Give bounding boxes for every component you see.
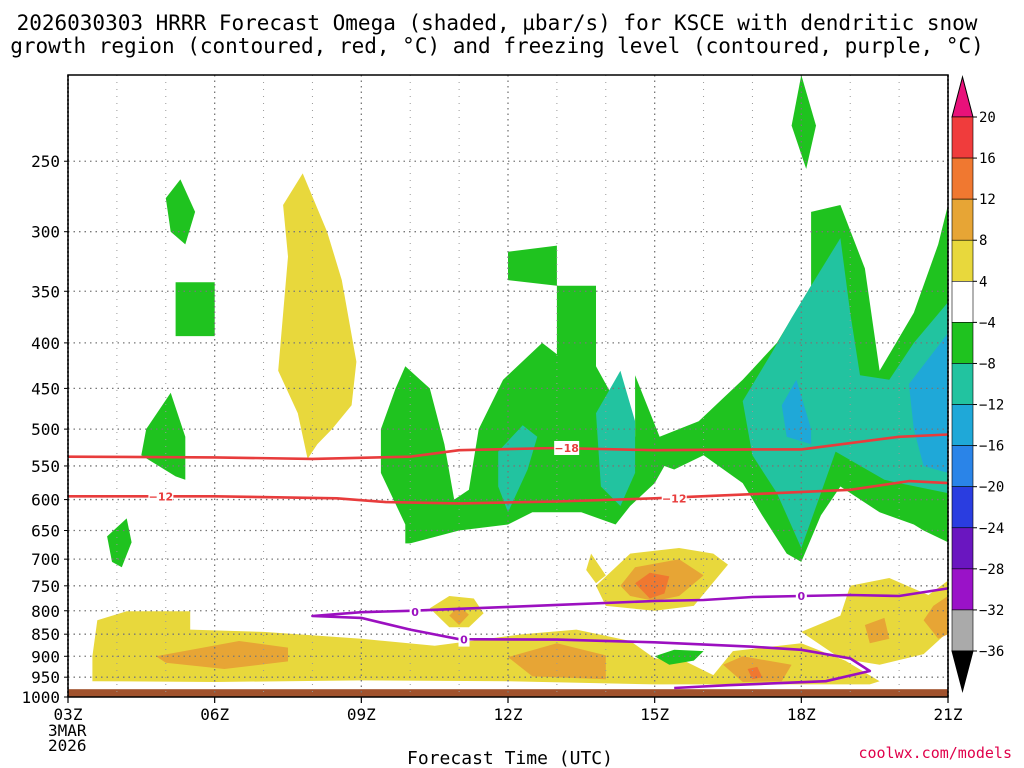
omega-region-19 bbox=[508, 245, 557, 286]
omega-region-18 bbox=[175, 282, 215, 337]
y-tick-label-500: 500 bbox=[31, 420, 60, 439]
colorbar-segment-3 bbox=[951, 239, 974, 282]
omega-region-27 bbox=[908, 333, 948, 473]
colorbar-segment-1 bbox=[951, 157, 974, 200]
colorbar-segment-6 bbox=[951, 363, 974, 405]
y-tick-label-700: 700 bbox=[31, 550, 60, 569]
omega-region-6 bbox=[156, 641, 288, 669]
y-tick-label-550: 550 bbox=[31, 457, 60, 476]
terrain-block bbox=[68, 689, 948, 697]
freezing-label-2: 0 bbox=[798, 590, 806, 603]
y-tick-label-400: 400 bbox=[31, 334, 60, 353]
omega-region-21 bbox=[791, 75, 816, 169]
colorbar-label-3: 8 bbox=[979, 233, 987, 249]
colorbar-segment-11 bbox=[951, 568, 974, 611]
colorbar-label-8: −16 bbox=[979, 439, 1004, 455]
colorbar-label-10: −24 bbox=[979, 521, 1004, 537]
y-tick-label-950: 950 bbox=[31, 668, 60, 687]
colorbar-segment-5 bbox=[951, 322, 974, 364]
chart-title-line-1: 2026030303 HRRR Forecast Omega (shaded, … bbox=[17, 11, 978, 35]
x-tick-label-09Z: 09Z bbox=[347, 705, 376, 724]
omega-region-17 bbox=[165, 179, 196, 245]
x-tick-label-15Z: 15Z bbox=[640, 705, 669, 724]
y-tick-label-650: 650 bbox=[31, 522, 60, 541]
x-tick-label-06Z: 06Z bbox=[200, 705, 229, 724]
omega-region-10 bbox=[923, 596, 948, 639]
dgz-contour-1 bbox=[68, 479, 949, 505]
x-tick-label-12Z: 12Z bbox=[494, 705, 523, 724]
freezing-label-0-bg bbox=[409, 605, 421, 620]
omega-region-4 bbox=[586, 553, 606, 584]
colorbar-segment-0 bbox=[951, 116, 974, 159]
credit-text: coolwx.com/models bbox=[858, 744, 1012, 762]
y-tick-label-900: 900 bbox=[31, 647, 60, 666]
colorbar-label-7: −12 bbox=[979, 398, 1004, 414]
colorbar-segment-7 bbox=[951, 404, 974, 446]
colorbar-segment-12 bbox=[951, 609, 974, 652]
colorbar-label-6: −8 bbox=[979, 356, 996, 372]
y-tick-label-600: 600 bbox=[31, 491, 60, 510]
y-tick-label-300: 300 bbox=[31, 223, 60, 242]
x-tick-label-21Z: 21Z bbox=[934, 705, 963, 724]
omega-region-0 bbox=[92, 611, 880, 685]
colorbar-segment-2 bbox=[951, 198, 974, 241]
y-tick-label-750: 750 bbox=[31, 577, 60, 596]
y-tick-label-350: 350 bbox=[31, 282, 60, 301]
omega-region-26 bbox=[781, 379, 812, 445]
grid-lines bbox=[68, 75, 948, 697]
axes: 250 300 350 400 450 500 550 600 650 700 750 800 850 9… bbox=[21, 74, 963, 755]
colorbar-top-arrow bbox=[951, 75, 974, 118]
y-tick-label-800: 800 bbox=[31, 602, 60, 621]
colorbar-segment-4 bbox=[951, 281, 974, 323]
x-start-date-0: 3MAR bbox=[48, 721, 87, 740]
freezing-label-0: 0 bbox=[411, 606, 419, 619]
chart-title-line-2: growth region (contoured, red, °C) and f… bbox=[10, 34, 984, 58]
y-tick-label-250: 250 bbox=[31, 152, 60, 171]
colorbar-label-5: −4 bbox=[979, 315, 996, 331]
terrain-below-surface bbox=[68, 689, 948, 697]
x-tick-label-03Z: 03Z bbox=[54, 705, 83, 724]
colorbar-segment-8 bbox=[951, 445, 974, 487]
omega-region-1 bbox=[801, 578, 948, 665]
colorbar-label-12: −32 bbox=[979, 603, 1004, 619]
dgz-label-minus12-bg bbox=[148, 489, 174, 504]
omega-region-20 bbox=[107, 518, 132, 568]
colorbar-label-11: −28 bbox=[979, 562, 1004, 578]
contour-lines: −18 −12 −12 0 0 0 bbox=[67, 433, 949, 690]
freezing-label-1: 0 bbox=[460, 634, 468, 647]
x-axis-label: Forecast Time (UTC) bbox=[407, 748, 613, 768]
freezing-label-1-bg bbox=[458, 632, 470, 647]
freezing-contour-0 bbox=[311, 587, 949, 690]
x-start-date-1: 2026 bbox=[48, 736, 87, 755]
omega-region-7 bbox=[508, 643, 606, 680]
freezing-label-2-bg bbox=[795, 588, 807, 603]
omega-region-22 bbox=[654, 649, 704, 665]
dgz-label-minus12: −12 bbox=[149, 490, 174, 503]
omega-region-23 bbox=[742, 238, 948, 548]
colorbar-bottom-arrow bbox=[951, 650, 974, 693]
omega-region-14 bbox=[747, 666, 763, 680]
colorbar: 20 16 12 8 4 −4 −8 −12 −16 −20 −24 −28 −32 −36 bbox=[951, 75, 1004, 693]
colorbar-label-13: −36 bbox=[979, 644, 1004, 660]
y-tick-label-1000: 1000 bbox=[21, 688, 60, 707]
colorbar-label-0: 20 bbox=[979, 110, 996, 126]
colorbar-segment-9 bbox=[951, 486, 974, 529]
x-tick-label-18Z: 18Z bbox=[787, 705, 816, 724]
colorbar-segment-10 bbox=[951, 527, 974, 570]
dgz-label-minus18: −18 bbox=[554, 442, 579, 455]
dgz-label-minus18-bg bbox=[554, 440, 580, 455]
colorbar-label-2: 12 bbox=[979, 192, 996, 208]
y-tick-label-850: 850 bbox=[31, 625, 60, 644]
colorbar-label-9: −20 bbox=[979, 480, 1004, 496]
dgz-label-minus12-b: −12 bbox=[662, 492, 687, 505]
omega-region-5 bbox=[278, 173, 357, 459]
omega-region-12 bbox=[864, 617, 890, 644]
dgz-label-minus12-b-bg bbox=[661, 491, 687, 506]
colorbar-label-1: 16 bbox=[979, 151, 996, 167]
y-tick-label-450: 450 bbox=[31, 379, 60, 398]
colorbar-label-4: 4 bbox=[979, 274, 987, 290]
omega-region-24 bbox=[498, 425, 538, 513]
